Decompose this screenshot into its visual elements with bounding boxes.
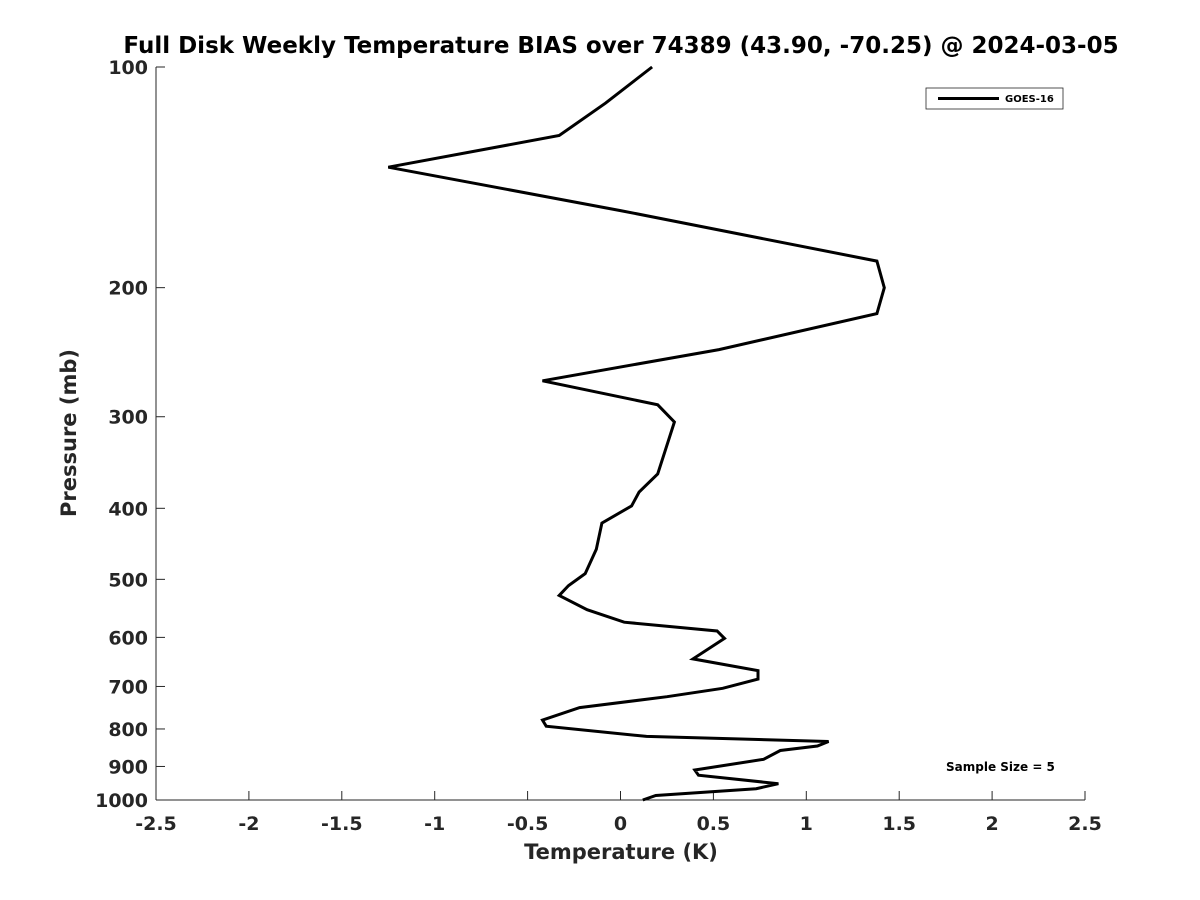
y-ticks: 100 200 300 400 500 600 700 800 900 1000 bbox=[95, 57, 165, 812]
x-tick-label: 1 bbox=[800, 813, 813, 835]
x-tick-label: 0 bbox=[614, 813, 627, 835]
x-axis-label: Temperature (K) bbox=[524, 840, 718, 864]
x-tick-label: 0.5 bbox=[697, 813, 731, 835]
y-tick-label: 300 bbox=[108, 407, 148, 429]
chart-title: Full Disk Weekly Temperature BIAS over 7… bbox=[123, 33, 1118, 59]
y-tick-label: 800 bbox=[108, 719, 148, 741]
series-line-goes-16 bbox=[388, 65, 886, 802]
x-tick-label: -1 bbox=[424, 813, 445, 835]
x-tick-label: 1.5 bbox=[882, 813, 916, 835]
legend-label-goes-16: GOES-16 bbox=[1005, 94, 1054, 105]
y-axis-label: Pressure (mb) bbox=[57, 349, 81, 517]
y-tick-label: 400 bbox=[108, 498, 148, 520]
x-tick-label: 2.5 bbox=[1068, 813, 1102, 835]
y-tick-label: 1000 bbox=[95, 790, 148, 812]
x-tick-label: -2 bbox=[238, 813, 259, 835]
y-tick-label: 600 bbox=[108, 627, 148, 649]
x-tick-label: -2.5 bbox=[135, 813, 177, 835]
sample-size-note: Sample Size = 5 bbox=[946, 760, 1055, 774]
y-tick-label: 500 bbox=[108, 569, 148, 591]
y-tick-label: 700 bbox=[108, 676, 148, 698]
plot-area bbox=[156, 67, 1085, 800]
y-tick-label: 200 bbox=[108, 278, 148, 300]
y-tick-label: 100 bbox=[108, 57, 148, 79]
x-tick-label: 2 bbox=[985, 813, 998, 835]
x-tick-label: -1.5 bbox=[321, 813, 363, 835]
series-layer bbox=[388, 65, 886, 802]
x-tick-label: -0.5 bbox=[507, 813, 549, 835]
y-tick-label: 900 bbox=[108, 756, 148, 778]
x-ticks: -2.5 -2 -1.5 -1 -0.5 0 0.5 1 1.5 2 2.5 bbox=[135, 791, 1102, 835]
legend: GOES-16 bbox=[925, 87, 1064, 110]
